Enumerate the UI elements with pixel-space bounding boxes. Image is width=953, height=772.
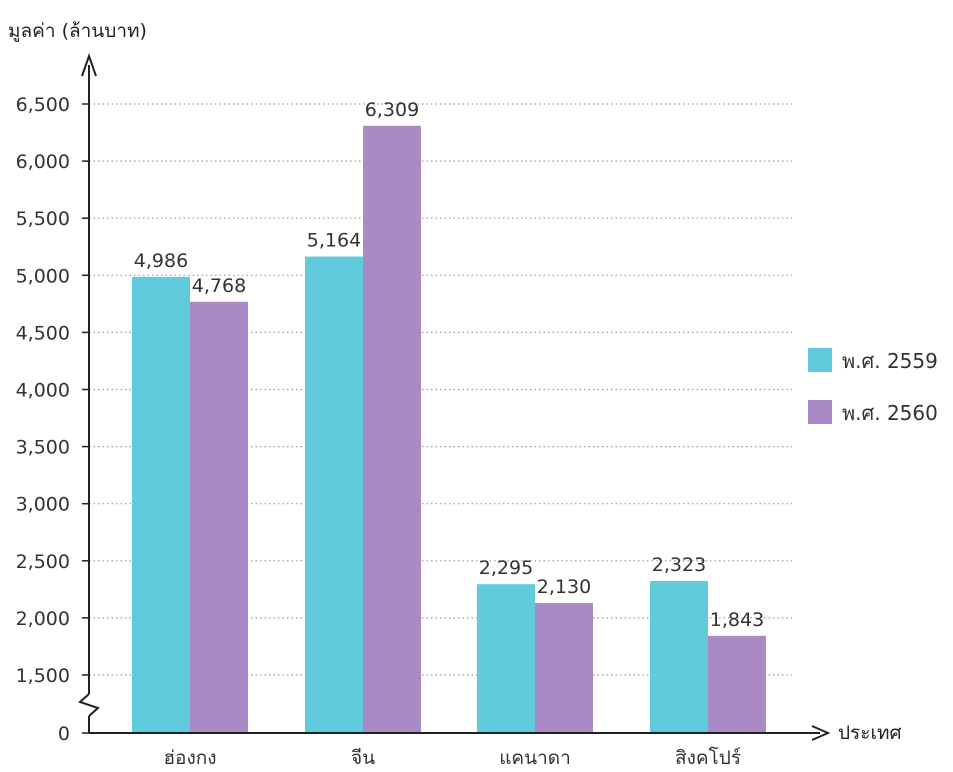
y-tick-label: 6,000: [16, 151, 70, 173]
bar: [305, 256, 363, 733]
bar: [363, 125, 421, 734]
y-tick-label: 6,500: [16, 94, 70, 116]
legend: พ.ศ. 2559 พ.ศ. 2560: [808, 348, 938, 425]
y-tick-label: 3,500: [16, 437, 70, 459]
y-tick-labels: 0 1,500 2,000 2,500 3,000 3,500 4,000 4,500 5,00…: [16, 94, 89, 745]
data-label: 4,768: [192, 275, 246, 297]
x-axis-title: ประเทศ: [838, 722, 902, 744]
y-tick-label: 2,000: [16, 608, 70, 630]
category-label: จีน: [351, 747, 375, 769]
y-tick-label: 3,000: [16, 494, 70, 516]
y-axis-arrow: [81, 52, 97, 77]
legend-swatch: [808, 348, 832, 372]
y-tick-label: 5,000: [16, 265, 70, 287]
data-label: 4,986: [134, 250, 188, 272]
axis-break-icon: [78, 693, 100, 717]
y-tick-label: 2,500: [16, 551, 70, 573]
bar: [477, 584, 535, 733]
y-tick-label: 0: [58, 723, 70, 745]
category-label: แคนาดา: [499, 747, 571, 769]
category-label: สิงคโปร์: [675, 746, 741, 769]
y-tick-label: 4,000: [16, 380, 70, 402]
x-axis-arrow: [811, 725, 831, 741]
category-labels: ฮ่องกง จีน แคนาดา สิงคโปร์: [163, 746, 741, 769]
y-axis-title: มูลค่า (ล้านบาท): [8, 20, 147, 42]
bar: [190, 301, 248, 733]
data-label: 6,309: [365, 99, 419, 121]
legend-label: พ.ศ. 2559: [842, 349, 938, 373]
legend-swatch: [808, 400, 832, 424]
category-label: ฮ่องกง: [163, 747, 216, 769]
data-label: 2,130: [537, 576, 591, 598]
y-tick-label: 4,500: [16, 322, 70, 344]
bar: [535, 603, 593, 733]
data-label: 1,843: [710, 609, 764, 631]
bar: [650, 581, 708, 733]
bar: [708, 635, 766, 733]
bar: [132, 276, 190, 733]
data-label: 5,164: [307, 230, 361, 252]
bars: [132, 125, 766, 734]
y-tick-label: 5,500: [16, 208, 70, 230]
data-label: 2,295: [479, 557, 533, 579]
data-label: 2,323: [652, 554, 706, 576]
axes: มูลค่า (ล้านบาท) ประเทศ: [8, 20, 902, 744]
legend-label: พ.ศ. 2560: [842, 401, 938, 425]
y-tick-label: 1,500: [16, 665, 70, 687]
